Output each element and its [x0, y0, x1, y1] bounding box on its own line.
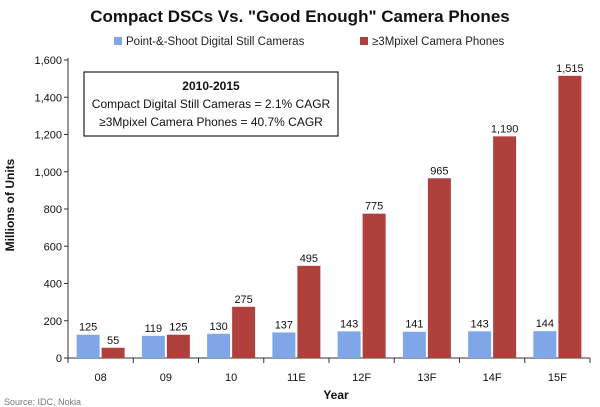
y-tick-label: 1,200 — [34, 130, 62, 142]
y-tick-label: 200 — [44, 316, 62, 328]
data-label-point-and-shoot: 143 — [340, 318, 358, 330]
x-tick-label: 09 — [160, 372, 172, 384]
legend-label-point-and-shoot: Point-&-Shoot Digital Still Cameras — [126, 36, 305, 48]
data-label-point-and-shoot: 144 — [536, 318, 554, 330]
data-label-camera-phone: 55 — [107, 335, 119, 347]
data-labels: 125 119 130 137 143 141 143 144 55 125 275 495 775 96… — [79, 63, 584, 347]
bars — [76, 75, 582, 359]
data-label-camera-phone: 125 — [169, 322, 187, 334]
annotation-title: 2010-2015 — [182, 79, 240, 93]
data-label-point-and-shoot: 141 — [405, 319, 423, 331]
legend-swatch-camera-phones — [360, 37, 368, 45]
chart-title: Compact DSCs Vs. "Good Enough" Camera Ph… — [90, 7, 509, 26]
cagr-annotation-box: 2010-2015 Compact Digital Still Cameras … — [83, 71, 339, 137]
bar-point-and-shoot — [207, 333, 231, 358]
data-label-point-and-shoot: 125 — [79, 322, 97, 334]
annotation-border — [83, 71, 339, 137]
bar-point-and-shoot — [468, 331, 492, 358]
x-tick-label: 08 — [95, 372, 107, 384]
y-axis-label: Millions of Units — [3, 158, 17, 251]
bar-camera-phone — [297, 265, 321, 358]
data-label-camera-phone: 275 — [234, 294, 252, 306]
y-tick-label: 1,400 — [34, 92, 62, 104]
bar-camera-phone — [166, 334, 190, 358]
bar-point-and-shoot — [76, 334, 100, 358]
legend-label-camera-phones: ≥3Mpixel Camera Phones — [372, 36, 504, 48]
x-tick-label: 14F — [483, 372, 502, 384]
bar-camera-phone — [362, 213, 386, 358]
annotation-line-dsc-cagr: Compact Digital Still Cameras = 2.1% CAG… — [92, 97, 331, 111]
x-tick-label: 15F — [548, 372, 567, 384]
data-label-camera-phone: 495 — [300, 253, 318, 265]
data-label-camera-phone: 775 — [365, 201, 383, 213]
data-label-camera-phone: 1,515 — [556, 63, 584, 75]
y-tick-label: 0 — [56, 353, 62, 365]
bar-camera-phone — [427, 178, 451, 358]
data-label-point-and-shoot: 137 — [275, 319, 293, 331]
data-label-camera-phone: 965 — [430, 165, 448, 177]
bar-camera-phone — [493, 136, 517, 358]
data-label-point-and-shoot: 119 — [145, 323, 163, 335]
x-tick-label: 11E — [287, 372, 306, 384]
y-tick-label: 1,600 — [34, 55, 62, 67]
y-tick-label: 400 — [44, 279, 62, 291]
axes: 0 200 400 600 800 1,000 1,200 1,400 1,600 08 09 10 1… — [34, 55, 591, 384]
x-tick-label: 10 — [225, 372, 237, 384]
annotation-line-phone-cagr: ≥3Mpixel Camera Phones = 40.7% CAGR — [99, 115, 323, 129]
bar-point-and-shoot — [141, 335, 165, 358]
data-label-point-and-shoot: 143 — [470, 318, 488, 330]
legend-swatch-point-and-shoot — [114, 37, 122, 45]
bar-camera-phone — [232, 306, 256, 358]
legend: Point-&-Shoot Digital Still Cameras ≥3Mp… — [114, 36, 504, 48]
x-axis-label: Year — [323, 388, 349, 402]
bar-point-and-shoot — [402, 331, 426, 358]
data-label-point-and-shoot: 130 — [209, 321, 227, 333]
x-tick-label: 12F — [352, 372, 371, 384]
bar-point-and-shoot — [533, 331, 557, 358]
bar-point-and-shoot — [272, 332, 296, 358]
bar-point-and-shoot — [337, 331, 361, 358]
x-tick-label: 13F — [417, 372, 436, 384]
bar-camera-phone — [101, 347, 125, 358]
source-note: Source: IDC, Nokia — [4, 397, 81, 407]
y-tick-label: 1,000 — [34, 167, 62, 179]
y-tick-label: 600 — [44, 241, 62, 253]
data-label-camera-phone: 1,190 — [491, 123, 519, 135]
bar-camera-phone — [558, 75, 582, 359]
y-tick-label: 800 — [44, 204, 62, 216]
